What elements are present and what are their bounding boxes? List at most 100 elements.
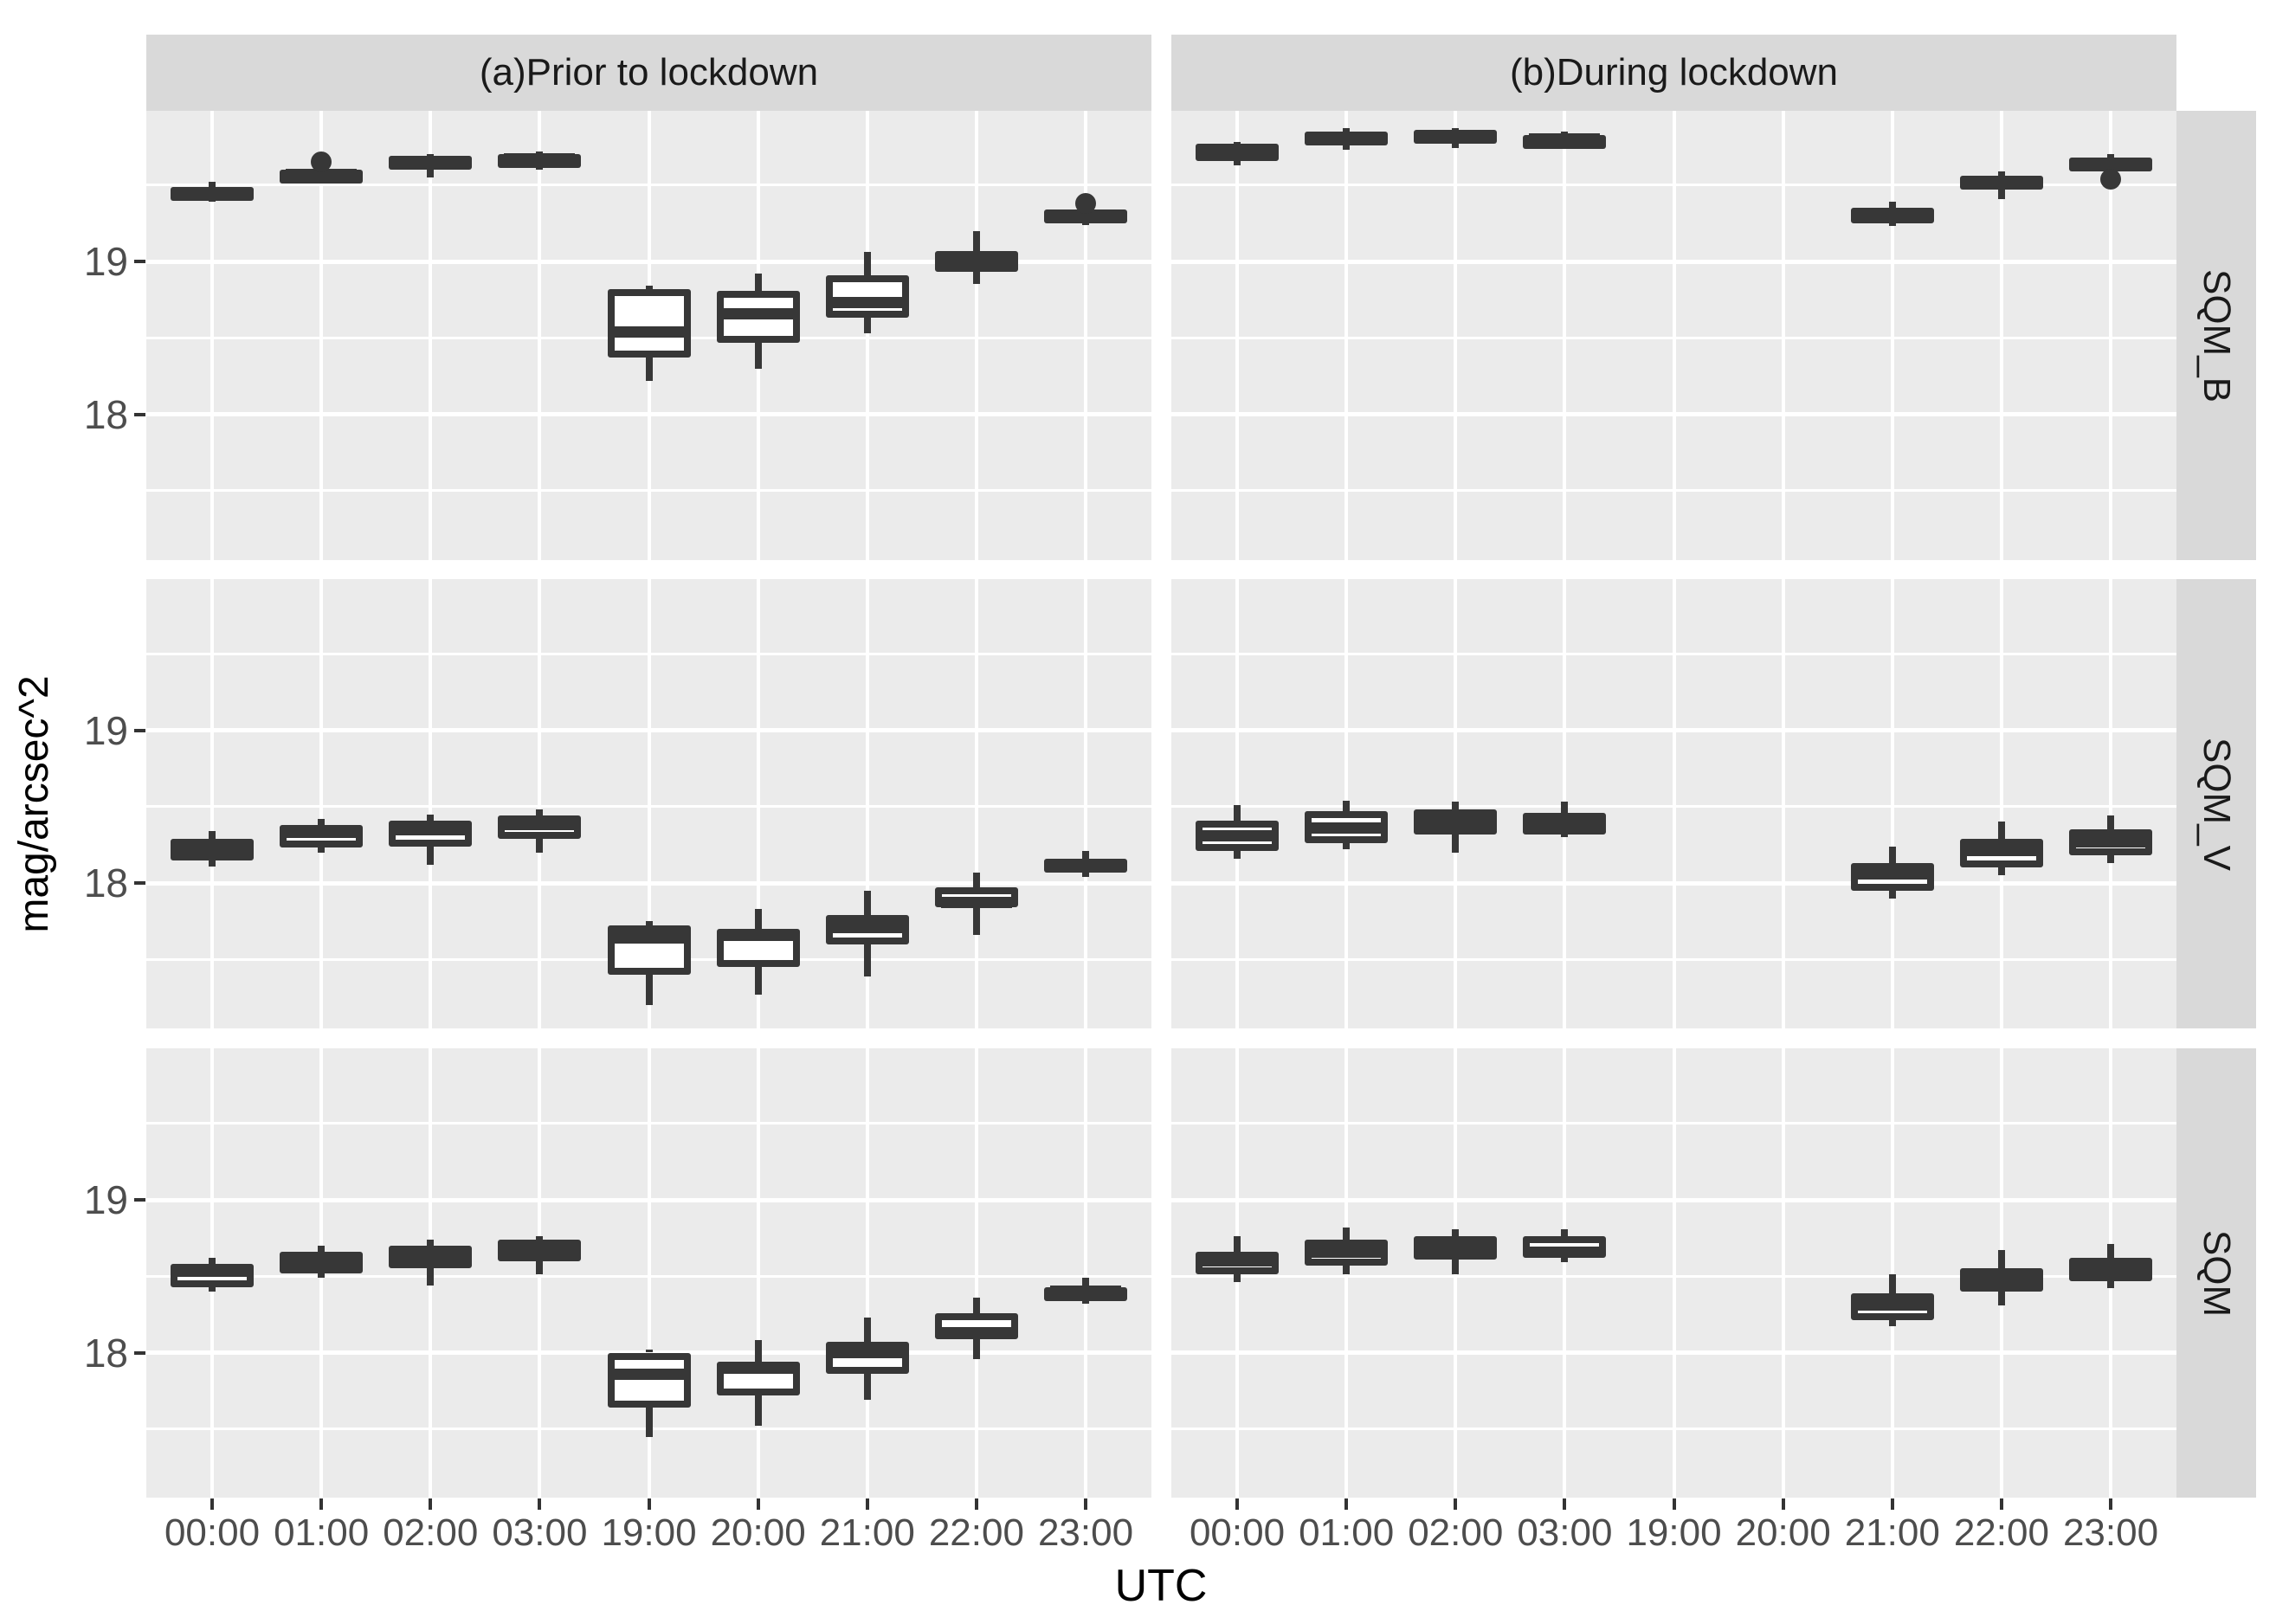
whisker-upper-20:00 <box>754 909 762 929</box>
x-gridline-23:00 <box>1084 1048 1087 1498</box>
y-tick-SQM_V-18 <box>134 881 145 885</box>
x-tick-label-b-23:00: 23:00 <box>2062 1511 2159 1554</box>
median-20:00 <box>722 929 794 941</box>
whisker-lower-21:00 <box>863 944 871 976</box>
x-tick-label-b-03:00: 03:00 <box>1517 1511 1613 1554</box>
x-gridline-19:00 <box>1672 1048 1676 1498</box>
x-gridline-02:00 <box>429 579 433 1028</box>
whisker-upper-03:00 <box>536 1236 544 1240</box>
x-gridline-22:00 <box>1999 579 2003 1028</box>
x-tick-b-00:00 <box>1235 1498 1239 1510</box>
x-gridline-19:00 <box>1672 579 1676 1028</box>
whisker-upper-02:00 <box>1452 802 1460 810</box>
whisker-upper-00:00 <box>209 182 216 187</box>
facet-strip-col-b: (b)During lockdown <box>1171 35 2176 111</box>
whisker-lower-00:00 <box>1234 850 1241 859</box>
y-major-gridline-18 <box>1171 880 2176 886</box>
x-gridline-20:00 <box>1781 579 1785 1028</box>
x-tick-b-03:00 <box>1563 1498 1567 1510</box>
facet-strip-row-sqm-b: SQM_B <box>2176 111 2256 560</box>
median-21:00 <box>1856 1299 1928 1311</box>
median-03:00 <box>1529 817 1601 829</box>
y-minor-gridline-19.5 <box>146 652 1151 655</box>
whisker-lower-23:00 <box>2107 1280 2114 1289</box>
median-02:00 <box>395 823 467 835</box>
median-21:00 <box>831 1347 903 1358</box>
median-23:00 <box>2075 159 2146 171</box>
median-22:00 <box>940 255 1012 267</box>
median-23:00 <box>1050 1286 1121 1298</box>
whisker-upper-03:00 <box>536 809 544 816</box>
median-23:00 <box>1050 859 1121 871</box>
whisker-upper-02:00 <box>427 814 435 821</box>
whisker-upper-02:00 <box>1452 128 1460 131</box>
y-minor-gridline-17.5 <box>1171 489 2176 493</box>
whisker-lower-19:00 <box>645 974 653 1006</box>
facet-strip-col-b-label: (b)During lockdown <box>1509 51 1839 93</box>
whisker-upper-21:00 <box>863 252 871 275</box>
x-gridline-21:00 <box>1890 579 1894 1028</box>
x-gridline-02:00 <box>1454 111 1458 560</box>
median-20:00 <box>722 1362 794 1374</box>
y-major-gridline-19 <box>146 1197 1151 1202</box>
x-gridline-00:00 <box>210 111 214 560</box>
whisker-lower-01:00 <box>318 847 326 853</box>
whisker-lower-03:00 <box>1561 1258 1569 1263</box>
x-gridline-20:00 <box>756 1048 760 1498</box>
x-tick-label-b-00:00: 00:00 <box>1189 1511 1286 1554</box>
x-tick-a-00:00 <box>210 1498 214 1510</box>
median-00:00 <box>1202 829 1273 841</box>
x-gridline-22:00 <box>974 111 978 560</box>
x-gridline-23:00 <box>2109 579 2112 1028</box>
median-22:00 <box>940 897 1012 909</box>
panel-SQM_V-b <box>1171 579 2176 1028</box>
x-gridline-21:00 <box>865 1048 869 1498</box>
median-00:00 <box>177 1266 248 1278</box>
x-tick-a-22:00 <box>974 1498 978 1510</box>
y-tick-label-SQM_B-19: 19 <box>83 239 128 284</box>
median-19:00 <box>613 1368 685 1380</box>
x-gridline-02:00 <box>429 111 433 560</box>
whisker-lower-02:00 <box>1452 144 1460 149</box>
whisker-lower-03:00 <box>536 1260 544 1275</box>
median-03:00 <box>504 819 576 831</box>
median-23:00 <box>2075 1262 2146 1274</box>
y-major-gridline-18 <box>146 880 1151 886</box>
whisker-upper-01:00 <box>318 818 326 825</box>
whisker-upper-21:00 <box>863 1317 871 1343</box>
median-02:00 <box>1420 815 1492 828</box>
whisker-upper-19:00 <box>645 921 653 926</box>
median-03:00 <box>504 153 576 165</box>
x-tick-label-a-19:00: 19:00 <box>601 1511 697 1554</box>
x-tick-a-02:00 <box>429 1498 433 1510</box>
y-minor-gridline-18.5 <box>1171 1274 2176 1278</box>
x-tick-a-03:00 <box>538 1498 542 1510</box>
y-tick-SQM_B-18 <box>134 412 145 416</box>
x-tick-label-a-20:00: 20:00 <box>710 1511 806 1554</box>
whisker-lower-00:00 <box>209 1286 216 1292</box>
whisker-upper-22:00 <box>1997 171 2005 177</box>
x-tick-label-a-23:00: 23:00 <box>1037 1511 1134 1554</box>
x-tick-label-a-21:00: 21:00 <box>819 1511 915 1554</box>
y-minor-gridline-19.5 <box>1171 1122 2176 1125</box>
x-tick-b-02:00 <box>1454 1498 1458 1510</box>
y-major-gridline-19 <box>1171 259 2176 264</box>
y-axis-title: mag/arcsec^2 <box>11 675 57 933</box>
whisker-lower-22:00 <box>972 272 980 285</box>
x-gridline-19:00 <box>647 1048 651 1498</box>
median-02:00 <box>1420 1242 1492 1254</box>
x-gridline-03:00 <box>1563 111 1567 560</box>
outlier-23:00-0 <box>2100 168 2121 190</box>
y-major-gridline-19 <box>146 728 1151 732</box>
x-tick-b-22:00 <box>1999 1498 2003 1510</box>
facet-strip-row-sqm: SQM <box>2176 1048 2256 1498</box>
whisker-upper-01:00 <box>1343 800 1351 812</box>
median-01:00 <box>1311 132 1383 144</box>
whisker-upper-00:00 <box>1234 804 1241 821</box>
median-01:00 <box>1311 822 1383 834</box>
whisker-lower-00:00 <box>209 860 216 867</box>
x-gridline-00:00 <box>210 579 214 1028</box>
whisker-upper-00:00 <box>1234 1236 1241 1252</box>
x-gridline-23:00 <box>1084 111 1087 560</box>
x-tick-label-a-02:00: 02:00 <box>383 1511 479 1554</box>
